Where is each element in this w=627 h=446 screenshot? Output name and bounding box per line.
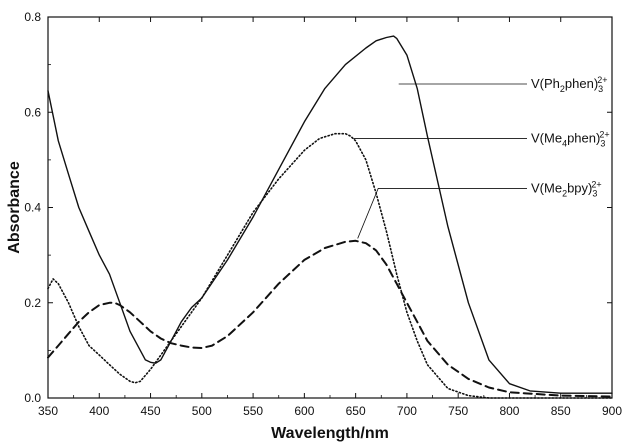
x-tick-label: 900 [602,404,622,418]
legend-label-mid: phen) [567,130,600,145]
series-line-me4phen [47,132,613,399]
legend-label-sup: 2+ [597,75,607,85]
x-tick-label: 850 [551,404,571,418]
plot-area [47,35,613,399]
x-tick-label: 550 [243,404,263,418]
series-line-ph2phen [47,35,613,394]
plot-frame [47,16,613,399]
x-tick-label: 450 [141,404,161,418]
legend-label-sub2: 3 [592,188,597,198]
legend-text: V(Ph2phen)32+ [531,75,607,94]
x-tick-label: 600 [294,404,314,418]
legend-leader-me2bpy [357,188,527,239]
legend-label-mid: phen) [565,76,598,91]
legend-label-sup: 2+ [599,129,609,139]
y-tick-label: 0.0 [24,391,41,405]
legend-label-me4phen: V(Me4phen)32+ [531,129,610,148]
x-tick-label: 700 [397,404,417,418]
x-tick-label: 750 [448,404,468,418]
y-tick-label: 0.2 [24,296,41,310]
legend-label-mid: bpy) [567,180,592,195]
y-axis-title: Absorbance [6,161,23,254]
x-tick-label: 350 [38,404,58,418]
legend-label-main: V(Ph [531,76,560,91]
legend-text: V(Me4phen)32+ [531,129,610,148]
legend-label-sub1: 2 [560,84,565,94]
x-tick-label: 400 [89,404,109,418]
x-axis-title: Wavelength/nm [271,425,389,442]
legend-label-ph2phen: V(Ph2phen)32+ [531,75,607,94]
y-tick-label: 0.8 [24,10,41,24]
legend-label-sub1: 2 [562,188,567,198]
legend-label-sup: 2+ [591,179,601,189]
legend-label-main: V(Me [531,130,562,145]
axes: 350 400 450 500 550 600 650 700 750 800 850 900 0.0 0… [24,10,622,418]
y-tick-label: 0.4 [24,201,41,215]
y-tick-label: 0.6 [24,105,41,119]
legend-label-sub2: 3 [598,84,603,94]
legend: V(Ph2phen)32+V(Me4phen)32+V(Me2bpy)32+ [353,75,610,239]
x-tick-label: 650 [346,404,366,418]
legend-text: V(Me2bpy)32+ [531,179,602,198]
legend-label-sub2: 3 [600,138,605,148]
series-line-me2bpy [47,239,613,398]
legend-label-me2bpy: V(Me2bpy)32+ [531,179,602,198]
legend-label-sub1: 4 [562,138,567,148]
x-tick-label: 800 [499,404,519,418]
x-tick-label: 500 [192,404,212,418]
legend-label-main: V(Me [531,180,562,195]
